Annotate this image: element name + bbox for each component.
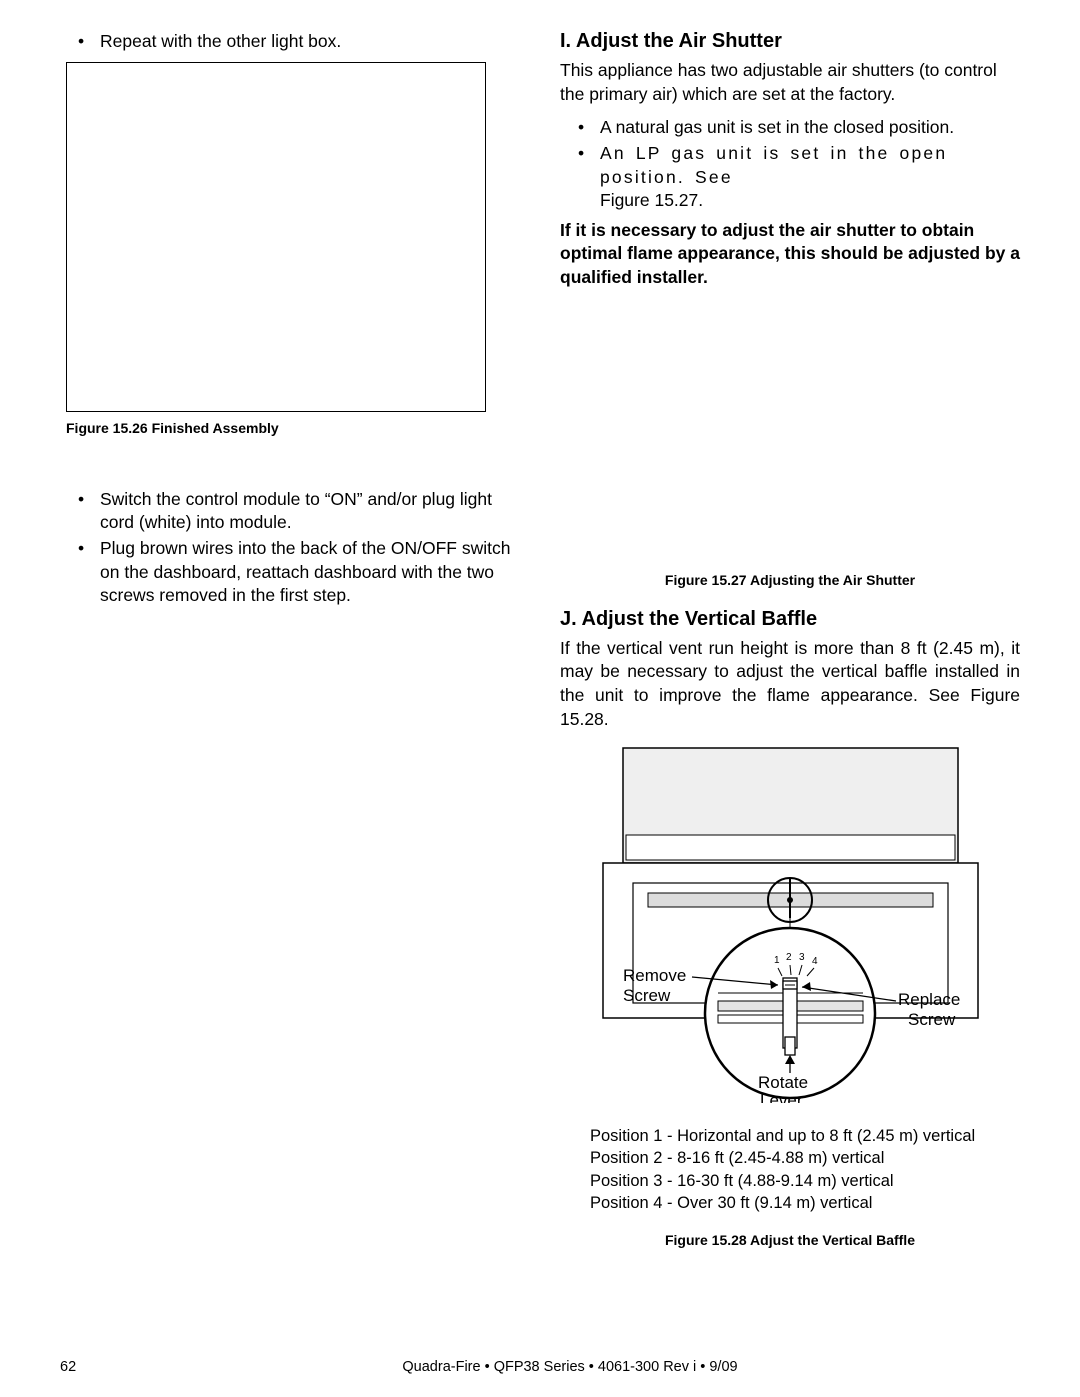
page-footer: 62 Quadra-Fire • QFP38 Series • 4061-300… — [60, 1359, 1020, 1375]
diagram-replace-label: Replace — [898, 990, 960, 1009]
diagram-num-1: 1 — [774, 955, 780, 966]
baffle-diagram-svg: 1 2 3 4 Remove Screw Replace Screw Rotat… — [578, 743, 1003, 1103]
two-column-layout: Repeat with the other light box. Figure … — [60, 30, 1020, 1268]
figure-15-27-placeholder — [560, 290, 1020, 560]
bullet-switch: Switch the control module to “ON” and/or… — [78, 488, 520, 535]
bullet-repeat: Repeat with the other light box. — [78, 30, 520, 54]
figure-15-26-placeholder — [66, 62, 486, 412]
left-list-1: Repeat with the other light box. — [60, 30, 520, 54]
section-j-heading: J. Adjust the Vertical Bafﬂe — [560, 608, 1020, 631]
position-3: Position 3 - 16-30 ft (4.88-9.14 m) vert… — [590, 1170, 1020, 1192]
page-number: 62 — [60, 1359, 120, 1375]
figure-15-27-caption: Figure 15.27 Adjusting the Air Shutter — [560, 572, 1020, 588]
bullet-lp: An LP gas unit is set in the open positi… — [578, 142, 1020, 213]
section-i-intro: This appliance has two adjustable air sh… — [560, 59, 1020, 106]
position-4: Position 4 - Over 30 ft (9.14 m) vertica… — [590, 1192, 1020, 1214]
lp-line-1: An LP gas unit is set in the open positi… — [600, 143, 947, 187]
diagram-rotate-label: Rotate — [758, 1073, 808, 1092]
footer-text: Quadra-Fire • QFP38 Series • 4061-300 Re… — [120, 1359, 1020, 1375]
position-list: Position 1 - Horizontal and up to 8 ft (… — [590, 1125, 1020, 1214]
diagram-num-4: 4 — [812, 956, 818, 967]
left-list-2: Switch the control module to “ON” and/or… — [60, 488, 520, 608]
right-column: I. Adjust the Air Shutter This appliance… — [560, 30, 1020, 1268]
section-i-bold-note: If it is necessary to adjust the air shu… — [560, 219, 1020, 290]
bullet-natural: A natural gas unit is set in the closed … — [578, 116, 1020, 140]
diagram-num-2: 2 — [786, 952, 792, 963]
diagram-screw-label: Screw — [623, 986, 671, 1005]
section-j-intro: If the vertical vent run height is more … — [560, 637, 1020, 732]
figure-15-28-caption: Figure 15.28 Adjust the Vertical Bafﬂe — [560, 1232, 1020, 1248]
diagram-lever-label: Lever — [760, 1091, 803, 1103]
position-2: Position 2 - 8-16 ft (2.45-4.88 m) verti… — [590, 1147, 1020, 1169]
diagram-remove-label: Remove — [623, 966, 686, 985]
section-i-list: A natural gas unit is set in the closed … — [560, 116, 1020, 213]
section-i-heading: I. Adjust the Air Shutter — [560, 30, 1020, 53]
left-column: Repeat with the other light box. Figure … — [60, 30, 520, 1268]
figure-15-28-diagram: 1 2 3 4 Remove Screw Replace Screw Rotat… — [578, 743, 1003, 1103]
diagram-num-3: 3 — [799, 952, 805, 963]
position-1: Position 1 - Horizontal and up to 8 ft (… — [590, 1125, 1020, 1147]
lp-line-2: Figure 15.27. — [600, 190, 703, 210]
bullet-plug: Plug brown wires into the back of the ON… — [78, 537, 520, 608]
figure-15-26-caption: Figure 15.26 Finished Assembly — [66, 420, 520, 436]
diagram-screw2-label: Screw — [908, 1010, 956, 1029]
